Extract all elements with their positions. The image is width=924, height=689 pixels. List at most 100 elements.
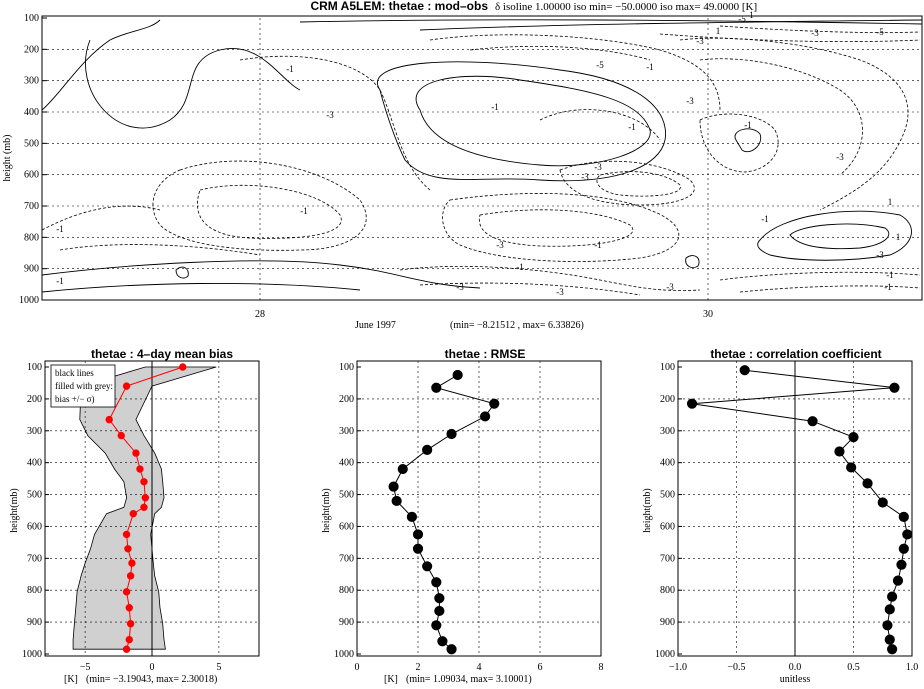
data-point <box>122 588 131 596</box>
data-point <box>431 382 442 393</box>
contour-line <box>789 223 890 250</box>
contour-line <box>429 34 721 111</box>
data-point <box>884 634 895 645</box>
data-point <box>117 431 125 440</box>
data-point <box>434 605 445 617</box>
panel-frame <box>677 360 913 657</box>
x-axis-label: unitless <box>780 674 811 684</box>
contour-line <box>659 33 921 43</box>
contour-line <box>419 282 641 296</box>
data-point <box>412 529 424 540</box>
data-point <box>877 497 888 508</box>
contour-label: -1 <box>516 262 524 272</box>
contour-label: 1 <box>888 197 893 207</box>
contour-y-tick-label: 200 <box>24 44 39 55</box>
corr-title: thetae : correlation coefficient <box>710 347 881 361</box>
data-point <box>686 398 698 409</box>
contour-label: -1 <box>744 120 752 130</box>
contour-line <box>41 260 481 289</box>
contour-y-tick-label: 800 <box>24 232 39 243</box>
y-axis-label: height(mb) <box>321 488 332 532</box>
y-tick-label: 700 <box>339 553 354 564</box>
contour-line <box>699 113 779 173</box>
data-point <box>125 604 133 612</box>
contour-line <box>41 205 161 231</box>
contour-line <box>478 209 634 247</box>
minmax-note: (min= 1.09034, max= 3.10001) <box>406 674 532 684</box>
data-point <box>129 509 137 518</box>
data-point <box>434 593 445 604</box>
contour-label: -3 <box>456 282 464 292</box>
data-point <box>446 644 457 655</box>
data-point <box>124 545 132 553</box>
contour-line <box>719 271 921 281</box>
contour-title: CRM A5LEM: thetae : mod–obs <box>310 0 488 13</box>
data-point <box>412 543 424 554</box>
data-point <box>489 398 500 409</box>
x-tick-label: 8 <box>599 662 604 673</box>
contour-line <box>299 19 923 25</box>
contour-label: -3 <box>686 96 694 106</box>
data-point <box>882 620 893 631</box>
legend-entry: bias +/− σ) <box>55 394 95 404</box>
corr-panel: thetae : correlation coefficient 100 200 3… <box>642 347 918 685</box>
contour-x-label: June 1997 <box>355 320 396 331</box>
y-tick-label: 800 <box>660 585 675 596</box>
y-tick-label: 300 <box>27 426 42 437</box>
data-point <box>887 591 898 602</box>
data-point <box>862 478 873 489</box>
contour-line <box>41 282 361 293</box>
data-point <box>452 369 463 381</box>
data-point <box>105 415 113 424</box>
contour-label: -3 <box>811 28 819 38</box>
contour-line <box>699 58 863 176</box>
y-tick-label: 300 <box>339 426 354 437</box>
contour-line <box>679 37 909 211</box>
data-point <box>431 577 442 588</box>
data-point <box>126 572 135 580</box>
data-point <box>807 416 818 427</box>
contour-y-tick-label: 300 <box>24 76 39 87</box>
data-point <box>388 481 399 492</box>
data-point <box>179 363 187 371</box>
y-tick-label: 1000 <box>655 649 675 660</box>
contour-label: 1 <box>896 232 901 242</box>
contour-y-tick-label: 100 <box>24 13 39 24</box>
data-point <box>397 463 408 475</box>
y-tick-label: 400 <box>27 458 42 469</box>
data-point <box>122 382 131 390</box>
data-point <box>898 543 909 554</box>
y-tick-label: 900 <box>660 617 675 628</box>
y-tick-label: 200 <box>27 394 42 405</box>
legend-entry: filled with grey: <box>55 381 113 391</box>
x-tick-label: 0 <box>150 662 155 673</box>
contour-line <box>152 160 367 251</box>
contour-label: -3 <box>581 172 589 182</box>
legend-box <box>50 364 116 408</box>
contour-label: -1 <box>56 276 64 286</box>
y-tick-label: 500 <box>27 490 42 501</box>
contour-line <box>41 19 161 111</box>
contour-line <box>719 25 921 33</box>
contour-x-tick-label: 30 <box>703 309 713 320</box>
contour-line <box>734 128 762 153</box>
panel-frame <box>44 360 260 657</box>
y-tick-label: 200 <box>660 394 675 405</box>
contour-y-tick-label: 500 <box>24 138 39 149</box>
contour-label: -3 <box>666 282 674 292</box>
data-point <box>834 446 845 457</box>
contour-x-tick-label: 28 <box>255 309 265 320</box>
data-point <box>889 382 900 393</box>
contour-label: -1 <box>746 10 754 20</box>
y-tick-label: 500 <box>660 490 675 501</box>
contour-line <box>442 193 680 262</box>
x-tick-label: 6 <box>538 662 543 673</box>
data-point <box>896 559 907 570</box>
bias-title: thetae : 4–day mean bias <box>91 347 233 361</box>
contour-label: -5 <box>738 14 746 24</box>
contour-label: -3 <box>496 240 504 250</box>
y-tick-label: 800 <box>339 585 354 596</box>
contour-label: -1 <box>286 64 294 74</box>
contour-line <box>175 266 189 279</box>
